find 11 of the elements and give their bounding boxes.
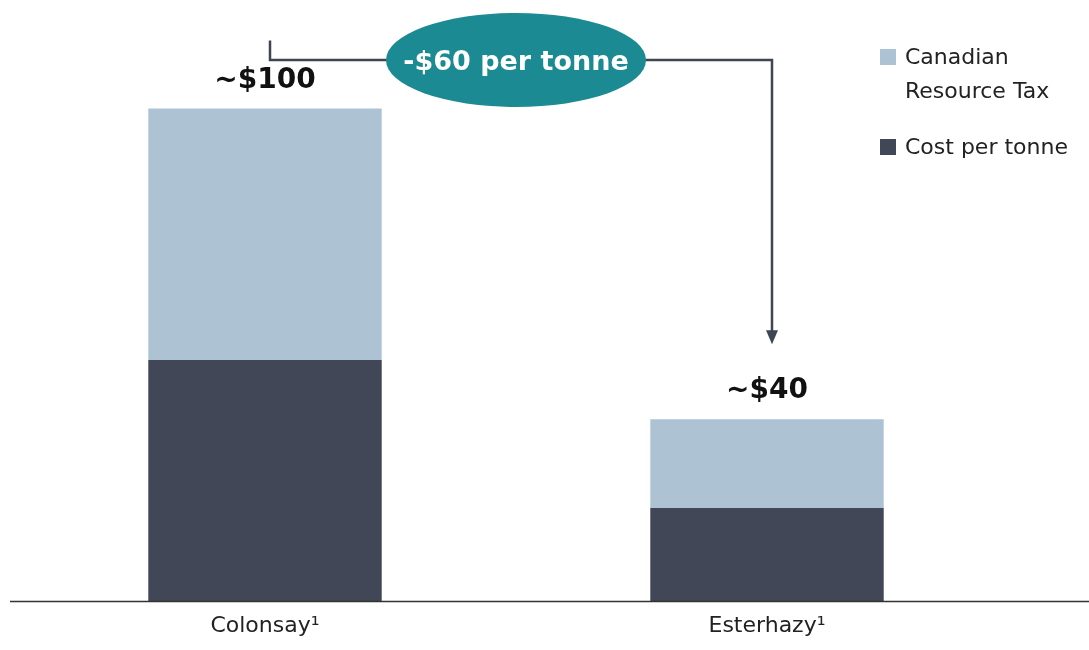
text: -$60 per tonne bbox=[403, 44, 629, 76]
bar bbox=[148, 360, 382, 602]
annotation: ~$40 bbox=[726, 372, 808, 406]
x-tick-label: Colonsay¹ bbox=[210, 611, 320, 637]
bar bbox=[650, 507, 884, 602]
x-tick-label: Esterhazy¹ bbox=[708, 611, 826, 637]
legend-label: Canadian Resource Tax bbox=[905, 43, 1051, 105]
annotation: ~$100 bbox=[214, 61, 316, 95]
legend-label: Cost per tonne bbox=[905, 133, 1069, 161]
bar bbox=[148, 108, 382, 361]
bar bbox=[650, 419, 884, 508]
